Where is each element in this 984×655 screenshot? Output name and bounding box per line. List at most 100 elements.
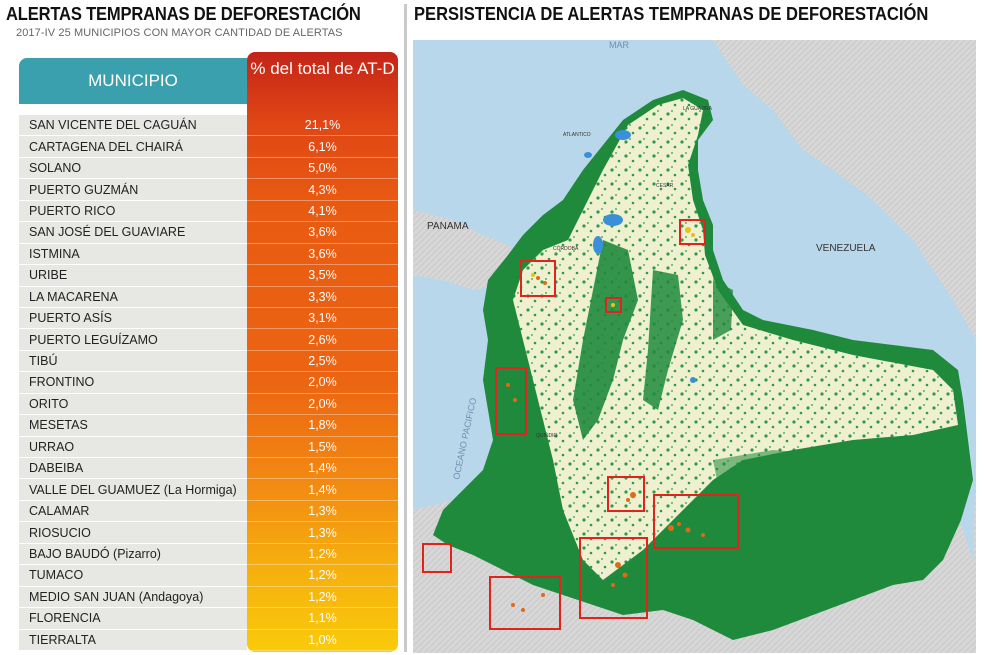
highlight-box-small [605, 297, 622, 313]
table-row: RIOSUCIO 1,3% [19, 522, 399, 544]
percent-value: 1,2% [247, 544, 398, 566]
percent-value: 3,3% [247, 287, 398, 308]
municipio-name: TUMACO [19, 565, 247, 587]
table-row: ORITO 2,0% [19, 393, 399, 416]
percent-value: 6,1% [247, 136, 398, 158]
table-row: PUERTO GUZMÁN 4,3% [19, 179, 399, 201]
percent-value: 1,3% [247, 501, 398, 523]
label-atlantico: ATLANTICO [563, 132, 591, 138]
municipio-name: URRAO [19, 436, 247, 458]
table-row: MESETAS 1,8% [19, 415, 399, 437]
percent-value: 1,2% [247, 565, 398, 587]
table-row: DABEIBA 1,4% [19, 458, 399, 480]
water-bodies [584, 130, 696, 383]
percent-value: 2,5% [247, 351, 398, 373]
panel-divider [404, 4, 407, 652]
municipio-name: PUERTO RICO [19, 200, 247, 223]
table-row: VALLE DEL GUAMUEZ (La Hormiga) 1,4% [19, 479, 399, 501]
percent-value: 1,2% [247, 587, 398, 609]
percent-value: 1,8% [247, 415, 398, 437]
table-row: URIBE 3,5% [19, 265, 399, 287]
table-row: URRAO 1,5% [19, 436, 399, 458]
table-row: BAJO BAUDÓ (Pizarro) 1,2% [19, 543, 399, 566]
percent-value: 3,5% [247, 265, 398, 287]
label-panama: PANAMA [427, 221, 469, 232]
municipio-name: MEDIO SAN JUAN (Andagoya) [19, 586, 247, 609]
municipio-name: VALLE DEL GUAMUEZ (La Hormiga) [19, 479, 247, 501]
municipios-table: MUNICIPIO % del total de AT-D SAN VICENT… [19, 52, 399, 652]
highlight-box-tierralta [520, 260, 556, 297]
percent-value: 1,3% [247, 522, 398, 544]
percent-value: 4,1% [247, 201, 398, 223]
percent-value: 3,1% [247, 308, 398, 330]
highlight-box-choco [495, 367, 527, 435]
municipio-name: FRONTINO [19, 372, 247, 394]
label-sea: MAR [609, 40, 630, 50]
percent-value: 1,5% [247, 437, 398, 458]
municipio-name: SOLANO [19, 157, 247, 180]
municipio-name: DABEIBA [19, 458, 247, 480]
highlight-boxes [422, 219, 739, 630]
header-percent: % del total de AT-D [250, 59, 395, 78]
table-row: FLORENCIA 1,1% [19, 608, 399, 630]
municipio-name: SAN JOSÉ DEL GUAVIARE [19, 222, 247, 244]
table-body: SAN VICENTE DEL CAGUÁN 21,1% CARTAGENA DEL… [19, 115, 399, 651]
percent-column-band [247, 52, 398, 652]
table-row: LA MACARENA 3,3% [19, 286, 399, 308]
percent-value: 5,0% [247, 158, 398, 180]
highlight-box-guaviare [653, 494, 739, 549]
municipio-name: CALAMAR [19, 500, 247, 523]
percent-value: 2,0% [247, 394, 398, 416]
highlight-box-caqueta [579, 537, 648, 619]
percent-value: 1,1% [247, 608, 398, 630]
percent-value: 3,6% [247, 222, 398, 244]
header-municipio: MUNICIPIO [19, 58, 247, 104]
percent-value: 1,4% [247, 479, 398, 501]
left-subtitle: 2017-IV 25 MUNICIPIOS CON MAYOR CANTIDAD… [16, 27, 343, 39]
table-row: TIBÚ 2,5% [19, 350, 399, 373]
percent-value: 4,3% [247, 179, 398, 201]
alert-dots [506, 276, 705, 612]
percent-value: 2,6% [247, 329, 398, 351]
percent-value: 21,1% [247, 115, 398, 137]
highlight-box-tibu [679, 219, 706, 245]
table-row: FRONTINO 2,0% [19, 372, 399, 394]
colombia-map: PANAMA VENEZUELA MAR LA GUAJIRA ATLANTIC… [413, 40, 976, 653]
label-quindio: QUINDIO [536, 433, 558, 439]
left-title: ALERTAS TEMPRANAS DE DEFORESTACIÓN [6, 4, 361, 24]
highlight-box-uribe [607, 476, 645, 512]
municipio-name: ORITO [19, 393, 247, 416]
municipio-name: LA MACARENA [19, 286, 247, 308]
percent-value: 2,0% [247, 372, 398, 394]
percent-value: 3,6% [247, 244, 398, 266]
table-row: ISTMINA 3,6% [19, 243, 399, 266]
colombia-nonforest [513, 98, 958, 580]
municipio-name: PUERTO GUZMÁN [19, 179, 247, 201]
map-title: PERSISTENCIA DE ALERTAS TEMPRANAS DE DEF… [414, 4, 929, 24]
table-row: TIERRALTA 1,0% [19, 629, 399, 651]
municipio-name: TIERRALTA [19, 629, 247, 651]
municipio-name: ISTMINA [19, 243, 247, 266]
table-row: TUMACO 1,2% [19, 565, 399, 587]
label-cordoba: CÓRDOBA [553, 245, 579, 252]
municipio-name: PUERTO LEGUÍZAMO [19, 329, 247, 351]
municipio-name: RIOSUCIO [19, 522, 247, 544]
municipio-name: MESETAS [19, 415, 247, 437]
neighbor-land [413, 40, 976, 653]
table-row: PUERTO ASÍS 3,1% [19, 307, 399, 330]
table-row: PUERTO LEGUÍZAMO 2,6% [19, 329, 399, 351]
municipio-name: URIBE [19, 265, 247, 287]
municipio-name: PUERTO ASÍS [19, 307, 247, 330]
table-row: PUERTO RICO 4,1% [19, 200, 399, 223]
municipio-name: BAJO BAUDÓ (Pizarro) [19, 543, 247, 566]
table-row: SOLANO 5,0% [19, 157, 399, 180]
highlight-box-putumayo [489, 576, 561, 630]
table-row: SAN JOSÉ DEL GUAVIARE 3,6% [19, 222, 399, 244]
municipio-name: FLORENCIA [19, 608, 247, 630]
municipio-name: TIBÚ [19, 350, 247, 373]
table-row: CALAMAR 1,3% [19, 500, 399, 523]
table-row: CARTAGENA DEL CHAIRÁ 6,1% [19, 136, 399, 158]
table-row: SAN VICENTE DEL CAGUÁN 21,1% [19, 115, 399, 137]
percent-value: 1,4% [247, 458, 398, 480]
panama-land [413, 210, 523, 290]
